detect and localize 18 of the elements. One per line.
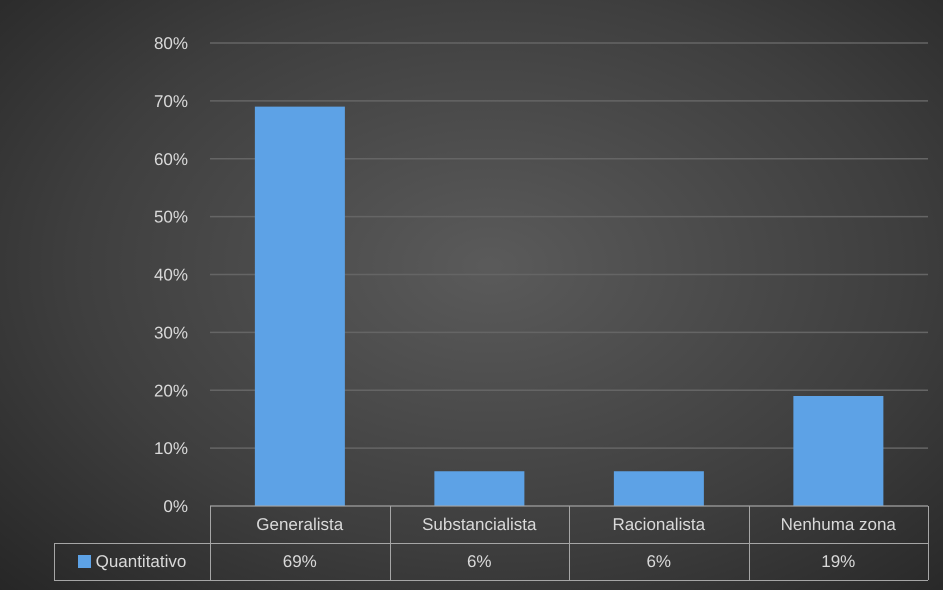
x-tick-label: Generalista — [256, 515, 344, 534]
data-label: 6% — [646, 552, 672, 572]
x-tick-label: Nenhuma zona — [780, 515, 896, 534]
y-tick-label: 80% — [154, 34, 188, 54]
x-tick-label: Racionalista — [612, 515, 706, 534]
x-tick-label: Substancialista — [422, 515, 537, 534]
y-tick-label: 0% — [163, 497, 188, 516]
legend-label: Quantitativo — [96, 552, 186, 572]
data-label: 6% — [466, 552, 492, 572]
y-tick-label: 20% — [154, 381, 188, 400]
y-tick-label: 10% — [154, 439, 188, 458]
y-tick-label: 40% — [154, 266, 188, 285]
y-tick-label: 70% — [154, 92, 188, 111]
data-label: 19% — [821, 552, 856, 572]
data-label: 69% — [282, 552, 317, 572]
y-tick-label: 50% — [154, 208, 188, 227]
y-tick-label: 30% — [154, 323, 188, 342]
y-tick-label: 60% — [154, 150, 188, 169]
